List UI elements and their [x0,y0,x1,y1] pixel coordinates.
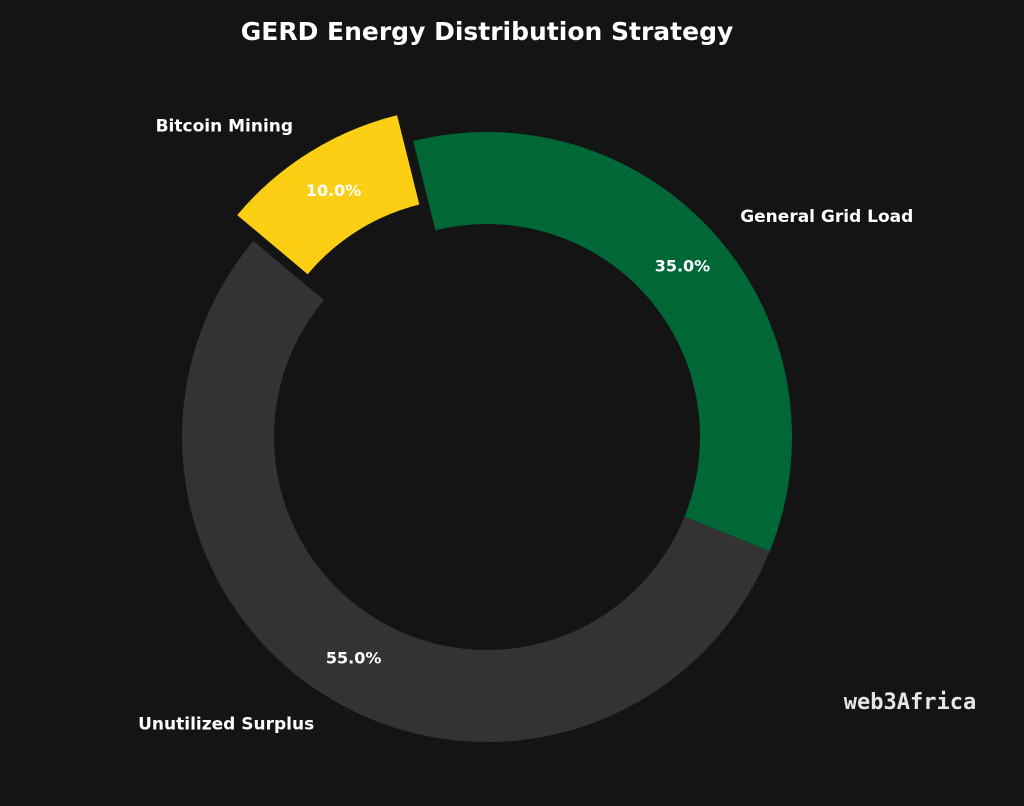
category-label: Unutilized Surplus [138,715,314,735]
watermark: web3Africa [844,690,976,715]
value-label: 35.0% [655,257,711,276]
donut-segment [182,240,770,742]
category-label: Bitcoin Mining [156,117,293,137]
value-label: 10.0% [306,181,362,200]
donut-segment [237,115,420,275]
donut-segment [413,131,792,552]
value-label: 55.0% [326,649,382,668]
chart-title: GERD Energy Distribution Strategy [241,17,734,46]
category-label: General Grid Load [740,207,913,227]
